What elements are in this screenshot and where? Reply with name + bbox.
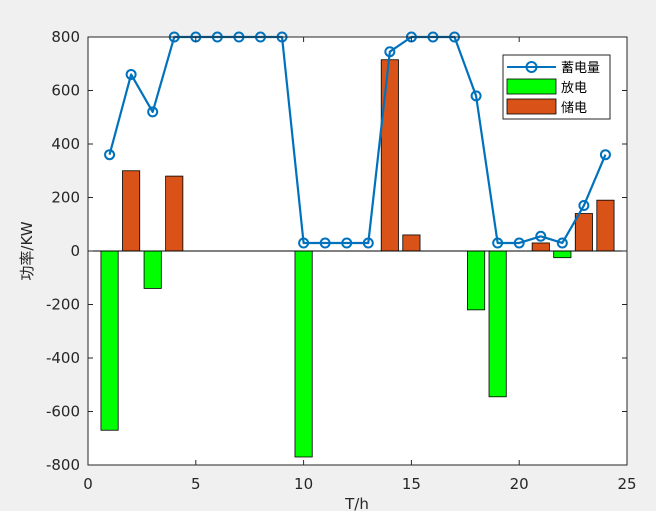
- storage-point-19: [492, 237, 504, 249]
- y-tick-label: 800: [51, 28, 80, 46]
- y-tick-label: -200: [46, 296, 80, 314]
- bars-layer: [100, 59, 615, 458]
- storage-point-23: [578, 200, 590, 212]
- charge-bar-15: [402, 234, 421, 252]
- axes-layer: 0 5 10 15 20 25 -800 -600 -400 -200 0 200 400 600 800: [46, 28, 637, 493]
- storage-point-2: [125, 68, 137, 80]
- y-tick-label: -400: [46, 349, 80, 367]
- y-tick-label: 600: [51, 82, 80, 100]
- charge-bar-23: [574, 213, 593, 252]
- discharge-bar-18: [467, 250, 486, 311]
- storage-point-14: [384, 46, 396, 58]
- x-tick-label: 20: [510, 475, 529, 493]
- storage-point-11: [319, 237, 331, 249]
- x-tick-label: 5: [191, 475, 201, 493]
- x-tick-label: 25: [617, 475, 636, 493]
- storage-point-3: [147, 106, 159, 118]
- storage-point-13: [362, 237, 374, 249]
- charge-bar-21: [531, 242, 550, 252]
- legend-label-discharge: 放电: [561, 81, 587, 96]
- y-tick-label: -800: [46, 456, 80, 474]
- discharge-bar-22: [553, 250, 572, 259]
- legend-label-charge: 储电: [561, 101, 587, 116]
- y-tick-label: 0: [70, 242, 80, 260]
- legend: 蓄电量 放电 储电: [502, 54, 611, 120]
- x-tick-label: 0: [83, 475, 93, 493]
- charge-bar-4: [165, 175, 184, 252]
- storage-point-1: [104, 149, 116, 161]
- charge-bar-2: [122, 170, 141, 252]
- y-tick-label: 200: [51, 189, 80, 207]
- discharge-bar-1: [100, 250, 119, 431]
- storage-point-12: [341, 237, 353, 249]
- y-axis-title: 功率/KW: [18, 221, 36, 280]
- x-tick-label: 15: [402, 475, 421, 493]
- storage-point-21: [535, 230, 547, 242]
- storage-point-18: [470, 90, 482, 102]
- discharge-bar-19: [488, 250, 507, 398]
- legend-swatch-discharge: [506, 78, 557, 95]
- storage-point-10: [298, 237, 310, 249]
- discharge-bar-10: [294, 250, 313, 458]
- x-axis-title: T/h: [344, 495, 369, 511]
- storage-point-24: [599, 149, 611, 161]
- x-tick-label: 10: [294, 475, 313, 493]
- legend-label-storage: 蓄电量: [561, 61, 600, 76]
- charge-bar-24: [596, 199, 615, 252]
- storage-point-22: [556, 237, 568, 249]
- discharge-bar-3: [143, 250, 162, 289]
- y-tick-label: -600: [46, 403, 80, 421]
- legend-line-marker: [525, 61, 538, 73]
- storage-point-20: [513, 237, 525, 249]
- y-tick-label: 400: [51, 135, 80, 153]
- legend-swatch-charge: [506, 98, 557, 115]
- charge-bar-14: [380, 59, 399, 252]
